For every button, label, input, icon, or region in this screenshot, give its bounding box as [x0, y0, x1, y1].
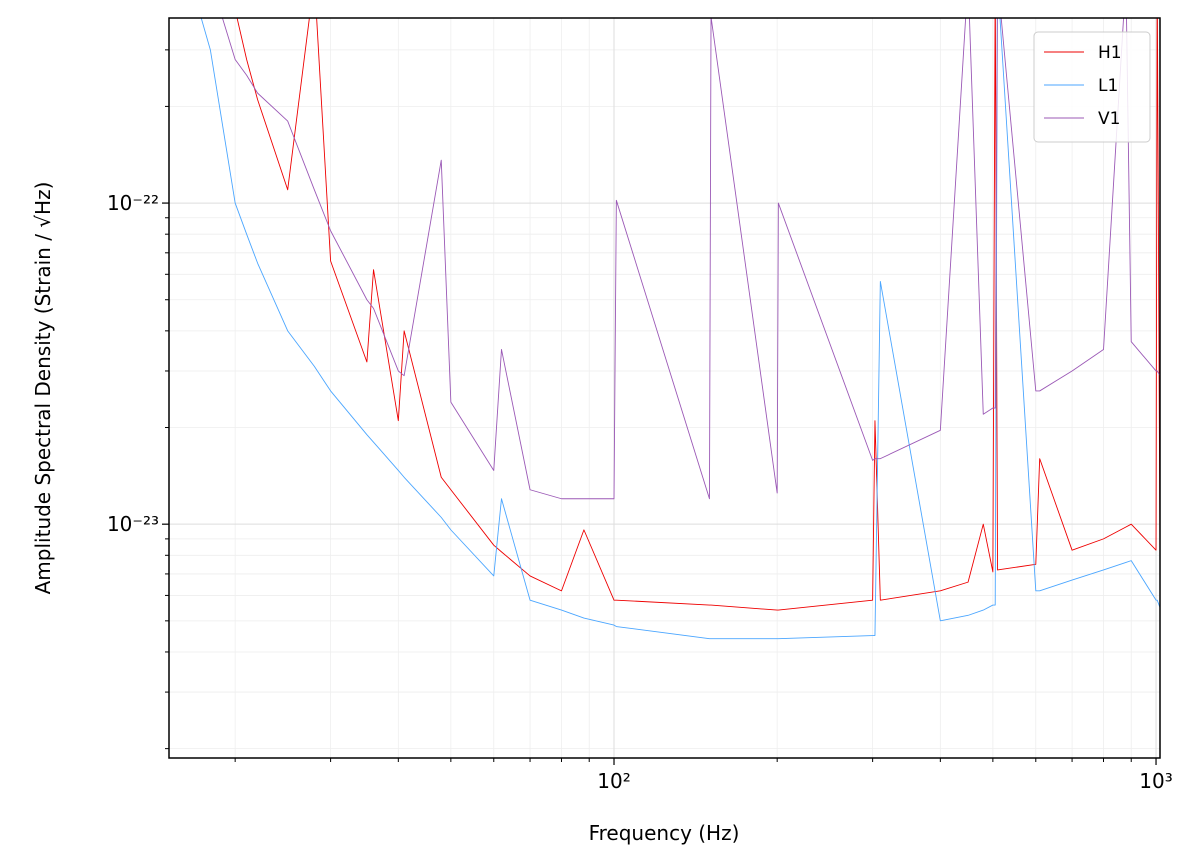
series-line — [236, 18, 1160, 611]
y-axis-label: Amplitude Spectral Density (Strain / √Hz… — [31, 182, 55, 595]
legend-box — [1033, 31, 1151, 143]
x-tick-label: 10³ — [1139, 769, 1172, 793]
legend-label: H1 — [1098, 43, 1122, 63]
series-line — [200, 18, 1160, 640]
series-line — [221, 18, 1160, 500]
y-tick-label: 10⁻²³ — [107, 512, 159, 536]
plot-lines — [200, 18, 1160, 640]
y-tick-label: 10⁻²² — [107, 191, 159, 215]
legend-label: V1 — [1098, 109, 1120, 129]
x-tick-label: 10² — [597, 769, 630, 793]
legend: H1 L1 V1 — [1033, 31, 1151, 143]
ticks: 10² 10³ 10⁻²³ 10⁻²² — [107, 49, 1173, 793]
legend-label: L1 — [1098, 76, 1118, 96]
x-axis-label: Frequency (Hz) — [589, 821, 740, 845]
plot-frame — [168, 17, 1161, 759]
